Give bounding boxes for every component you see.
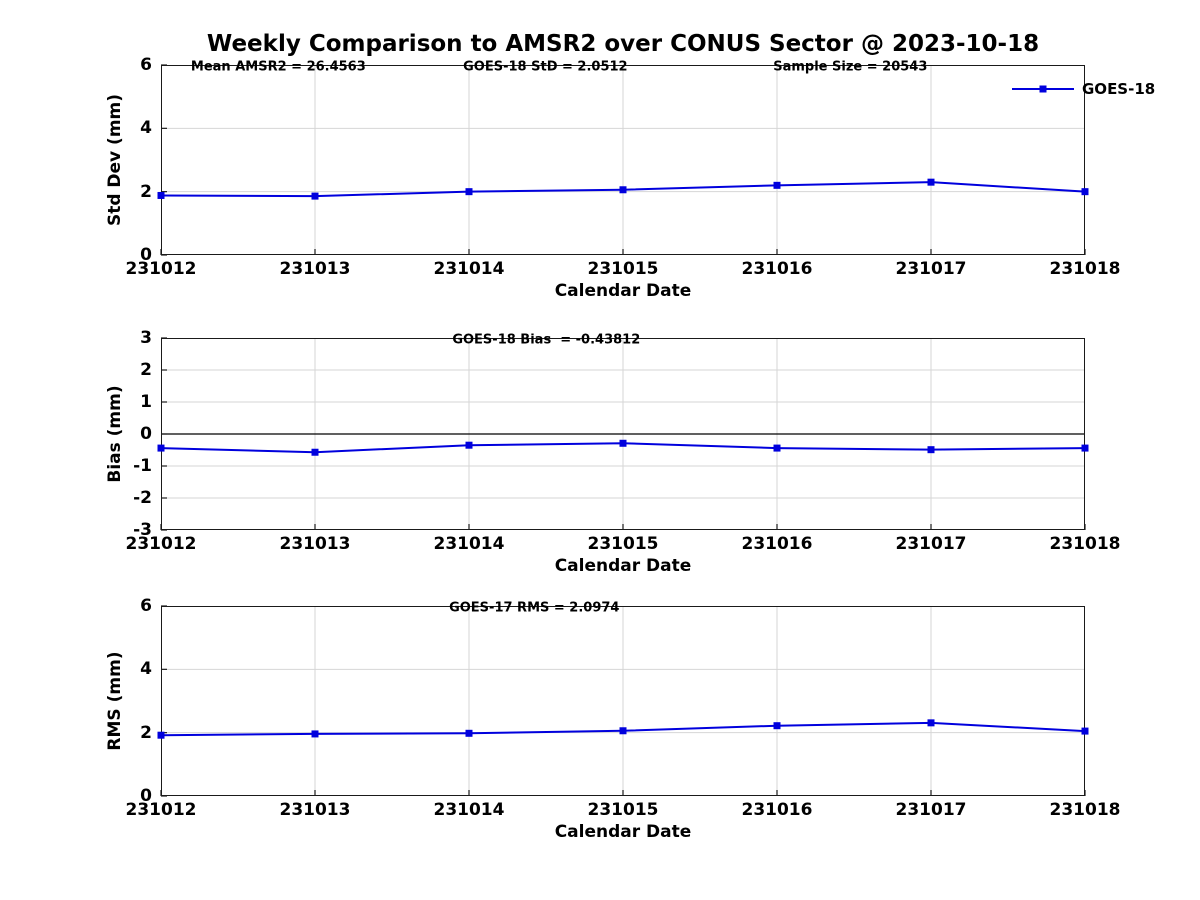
x-tick-label: 231013: [279, 534, 351, 554]
y-tick-label: -3: [133, 520, 152, 540]
stddev-subplot: Std Dev (mm) Calendar Date Mean AMSR2 = …: [105, 55, 1155, 301]
figure-title: Weekly Comparison to AMSR2 over CONUS Se…: [206, 31, 1040, 57]
x-tick-label: 231015: [587, 800, 659, 820]
x-tick-label: 231012: [125, 534, 197, 554]
data-point-marker: [157, 191, 165, 199]
y-tick-label: 6: [140, 55, 152, 75]
y-tick-label: 4: [140, 118, 152, 139]
x-tick-label: 231015: [587, 534, 659, 554]
y-tick-label: 0: [140, 786, 152, 806]
data-point-marker: [619, 186, 627, 194]
x-tick-label: 231017: [895, 259, 967, 279]
annotation-mean-amsr2: Mean AMSR2 = 26.4563: [190, 59, 366, 75]
x-tick-label: 231013: [279, 259, 351, 279]
bias-subplot: Bias (mm) Calendar Date GOES-18 Bias = -…: [105, 328, 1120, 576]
y-tick-label: 4: [140, 659, 152, 680]
data-point-marker: [157, 731, 165, 739]
y-tick-label: 2: [140, 360, 152, 380]
x-tick-label: 231014: [433, 800, 505, 820]
x-tick-label: 231017: [895, 800, 967, 820]
legend-square-marker-icon: [1039, 85, 1047, 93]
data-point-marker: [465, 188, 473, 196]
data-point-marker: [773, 181, 781, 189]
data-point-marker: [619, 439, 627, 447]
annotation-goes17-rms: GOES-17 RMS = 2.0974: [449, 600, 620, 616]
annotation-goes18-std: GOES-18 StD = 2.0512: [463, 59, 628, 75]
x-tick-label: 231012: [125, 800, 197, 820]
stddev-y-axis-label: Std Dev (mm): [105, 93, 125, 227]
x-tick-label: 231012: [125, 259, 197, 279]
x-tick-label: 231016: [741, 259, 813, 279]
plot-canvas: [157, 337, 1089, 531]
rms-subplot: RMS (mm) Calendar Date GOES-17 RMS = 2.0…: [105, 596, 1120, 842]
y-tick-label: -1: [133, 456, 152, 476]
data-point-marker: [1081, 444, 1089, 452]
data-point-marker: [465, 729, 473, 737]
bias-y-axis-label: Bias (mm): [105, 385, 125, 483]
x-tick-label: 231016: [741, 800, 813, 820]
y-tick-label: 0: [140, 245, 152, 265]
x-tick-label: 231015: [587, 259, 659, 279]
data-point-marker: [1081, 188, 1089, 196]
rms-x-axis-label: Calendar Date: [554, 822, 692, 842]
x-tick-label: 231014: [433, 534, 505, 554]
data-point-marker: [927, 178, 935, 186]
x-tick-label: 231014: [433, 259, 505, 279]
y-tick-label: 6: [140, 596, 152, 616]
y-tick-label: 1: [140, 392, 152, 412]
y-tick-label: 0: [140, 424, 152, 444]
rms-y-axis-label: RMS (mm): [105, 651, 125, 751]
annotation-goes18-bias: GOES-18 Bias = -0.43812: [452, 332, 641, 348]
plot-canvas: [157, 605, 1089, 797]
annotation-sample-size: Sample Size = 20543: [773, 59, 928, 75]
x-tick-label: 231017: [895, 534, 967, 554]
data-point-marker: [465, 441, 473, 449]
x-tick-label: 231013: [279, 800, 351, 820]
x-tick-label: 231016: [741, 534, 813, 554]
bias-x-axis-label: Calendar Date: [554, 556, 692, 576]
x-tick-label: 231018: [1049, 259, 1121, 279]
data-point-marker: [773, 444, 781, 452]
x-tick-label: 231018: [1049, 800, 1121, 820]
data-point-marker: [311, 192, 319, 200]
data-point-marker: [773, 722, 781, 730]
stddev-x-axis-label: Calendar Date: [554, 281, 692, 301]
legend-label: GOES-18: [1082, 80, 1156, 98]
data-point-marker: [311, 448, 319, 456]
data-point-marker: [311, 730, 319, 738]
data-point-marker: [1081, 727, 1089, 735]
y-tick-label: 2: [140, 181, 152, 202]
y-tick-label: 3: [140, 328, 152, 348]
y-tick-label: -2: [133, 488, 152, 508]
legend-line-sample: [1012, 85, 1074, 93]
legend: GOES-18: [1012, 80, 1155, 98]
x-tick-label: 231018: [1049, 534, 1121, 554]
y-tick-label: 2: [140, 722, 152, 743]
plot-canvas: [157, 64, 1089, 256]
data-point-marker: [927, 719, 935, 727]
data-point-marker: [619, 727, 627, 735]
data-point-marker: [927, 446, 935, 454]
data-point-marker: [157, 444, 165, 452]
